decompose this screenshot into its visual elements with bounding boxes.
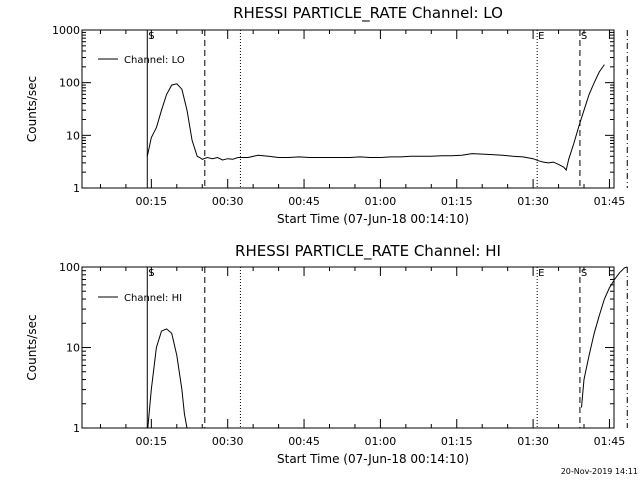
event-marker-label: E	[538, 268, 544, 279]
legend-label: Channel: LO	[124, 55, 185, 66]
x-tick-label: 01:45	[594, 435, 626, 448]
x-tick-label: 01:30	[517, 195, 549, 208]
y-tick-label: 100	[59, 261, 80, 274]
x-tick-label: 00:45	[288, 195, 320, 208]
series-line	[147, 328, 188, 429]
x-tick-label: 01:00	[365, 195, 397, 208]
y-tick-label: 1000	[52, 24, 80, 37]
x-tick-label: 01:30	[517, 435, 549, 448]
chart-panel-hi: RHESSI PARTICLE_RATE Channel: HI 1 10 100 Co…	[25, 242, 628, 466]
legend-label: Channel: HI	[124, 293, 182, 304]
event-marker-label: S	[581, 31, 587, 42]
x-tick-label: 00:45	[288, 435, 320, 448]
chart-title: RHESSI PARTICLE_RATE Channel: HI	[235, 242, 501, 261]
timestamp: 20-Nov-2019 14:11	[561, 467, 638, 476]
plot-frame	[81, 29, 615, 189]
series-line	[146, 64, 605, 172]
x-tick-label: 00:15	[135, 195, 167, 208]
y-tick-label: 10	[66, 342, 80, 355]
y-axis-title: Counts/sec	[25, 314, 39, 380]
y-tick-label: 10	[66, 129, 80, 142]
x-tick-label: 00:30	[212, 435, 244, 448]
x-tick-label: 01:15	[441, 435, 473, 448]
plot-frame	[81, 266, 615, 429]
x-tick-label: 00:15	[135, 435, 167, 448]
event-marker-label: S	[148, 268, 154, 279]
x-axis-title: Start Time (07-Jun-18 00:14:10)	[277, 212, 469, 226]
y-axis-title: Counts/sec	[25, 76, 39, 142]
y-tick-label: 1	[73, 182, 80, 195]
y-tick-label: 100	[59, 77, 80, 90]
y-tick-label: 1	[73, 422, 80, 435]
event-marker-label: S	[581, 268, 587, 279]
event-marker-label: E	[538, 31, 544, 42]
chart-title: RHESSI PARTICLE_RATE Channel: LO	[233, 4, 503, 23]
x-tick-label: 00:30	[212, 195, 244, 208]
x-tick-label: 01:45	[594, 195, 626, 208]
series-line	[581, 266, 628, 408]
x-axis-title: Start Time (07-Jun-18 00:14:10)	[277, 452, 469, 466]
chart-panel-lo: RHESSI PARTICLE_RATE Channel: LO 1 10 100 10…	[25, 4, 628, 226]
event-marker-label: S	[148, 31, 154, 42]
x-tick-label: 01:00	[365, 435, 397, 448]
x-tick-label: 01:15	[441, 195, 473, 208]
panels: RHESSI PARTICLE_RATE Channel: LO11010010…	[25, 4, 628, 466]
